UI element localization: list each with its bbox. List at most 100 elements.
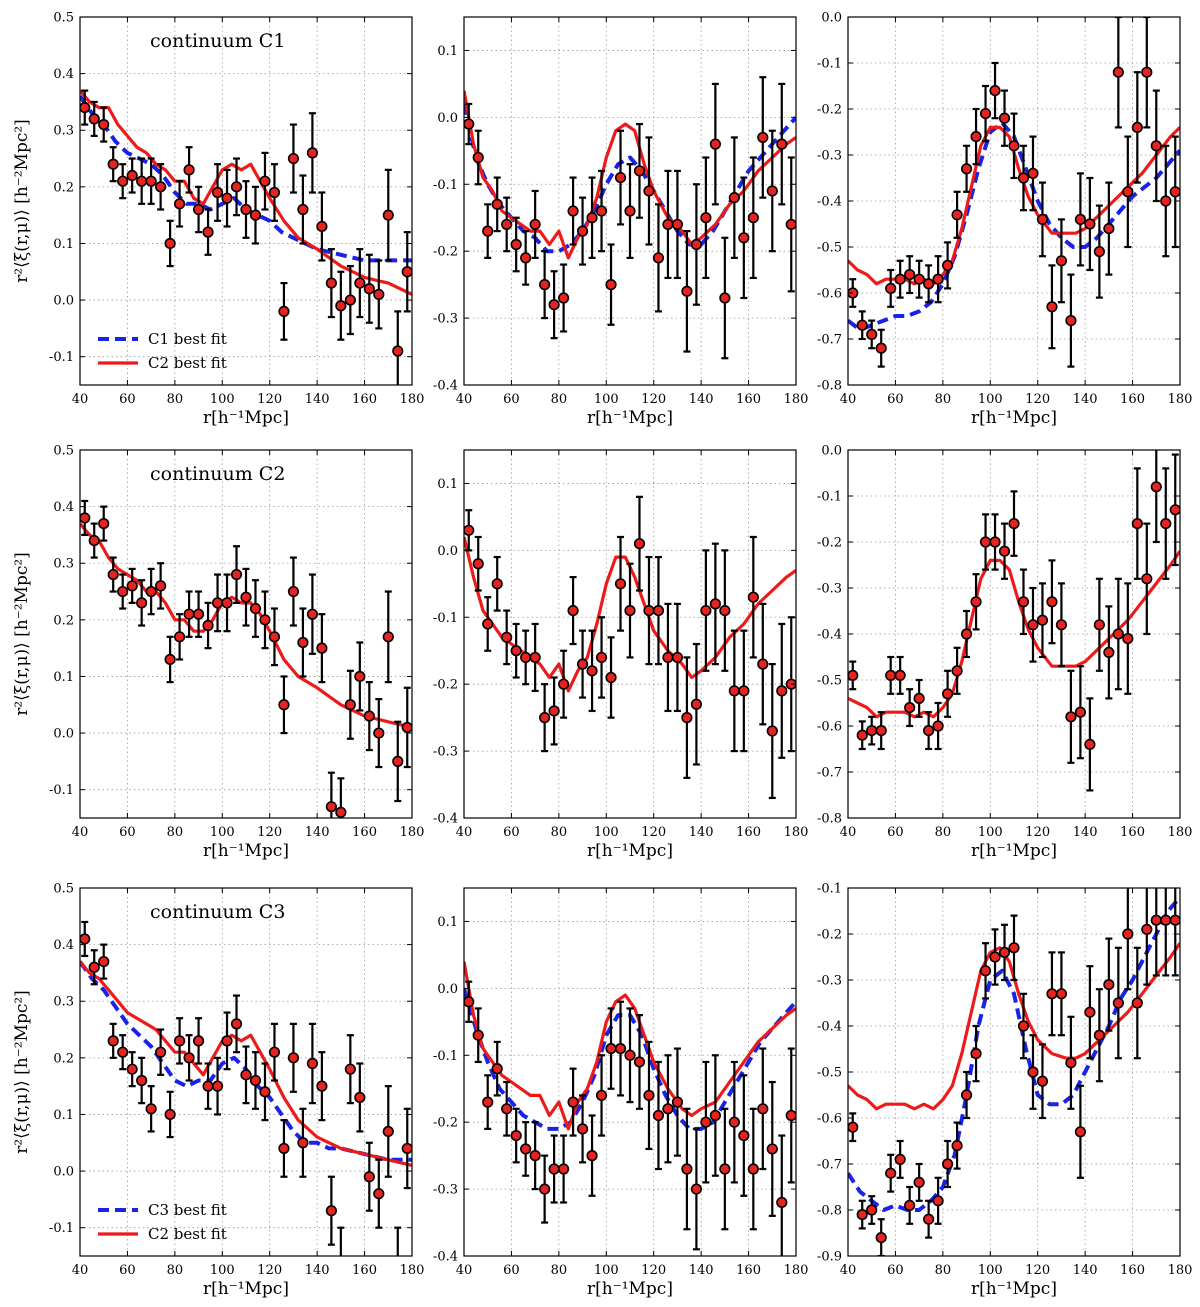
data-point [316,220,328,233]
y-tick-label: 0.5 [53,11,74,26]
data-point [904,701,916,714]
data-point [1008,942,1020,954]
data-point [894,273,906,285]
y-tick-label: 0.4 [53,938,74,953]
x-tick-label: 80 [167,392,184,407]
data-point [662,651,674,664]
data-point [306,147,319,159]
y-tick-label: 0.2 [53,180,74,195]
y-tick-label: 0.3 [53,557,74,572]
data-point [866,328,878,341]
y-tick-label: -0.1 [49,783,74,798]
x-tick-label: 140 [1073,392,1098,407]
data-point [164,653,176,666]
data-point [913,1176,925,1188]
data-point [126,580,138,592]
x-tick-label: 140 [1073,825,1098,840]
x-tick-label: 160 [352,1263,377,1278]
data-point [719,604,731,617]
y-tick-label: 0.3 [53,124,74,139]
legend-label: C2 best fit [148,354,227,372]
data-point [363,1171,375,1183]
data-point [278,1142,290,1155]
data-point [671,218,684,231]
y-tick-label: 0.1 [437,915,458,930]
y-tick-label: -0.7 [817,333,842,348]
data-point [472,151,484,164]
data-point [335,300,347,312]
data-point [1112,997,1124,1009]
data-point [373,727,385,739]
data-point [633,165,646,177]
x-tick-label: 120 [1025,1263,1050,1278]
data-point [576,1123,589,1135]
y-tick-label: 0.0 [437,982,458,997]
data-point [757,658,769,670]
data-point [738,685,750,697]
data-point [287,152,300,165]
data-point [482,1096,494,1108]
data-point [192,203,205,216]
y-tick-label: -0.6 [817,1112,842,1127]
data-point [145,175,157,187]
legend-label: C3 best fit [148,1201,227,1219]
y-tick-label: -0.2 [433,1116,458,1131]
x-tick-label: 60 [503,825,520,840]
data-point [211,1080,224,1092]
data-point [501,631,513,643]
plot-area [80,920,412,1256]
data-point [747,591,759,603]
data-point [344,294,356,306]
data-point [344,1063,356,1075]
x-tick-label: 180 [1168,825,1193,840]
data-point [88,534,100,547]
data-point [107,1035,119,1047]
x-tick-label: 120 [641,1263,666,1278]
x-tick-label: 140 [689,392,714,407]
data-point [766,725,778,737]
data-point [221,597,233,609]
data-point [145,1103,157,1115]
data-point [595,205,608,217]
data-point [567,205,579,217]
data-point [1112,66,1124,78]
data-point [249,602,262,615]
legend-label: C2 best fit [148,1225,227,1243]
y-tick-label: -0.1 [433,1049,458,1064]
data-point [885,669,897,682]
y-tick-label: -0.1 [817,490,842,505]
x-tick-label: 80 [551,392,568,407]
y-tick-label: -0.4 [817,628,842,643]
data-point [382,209,394,221]
data-point [183,1052,195,1064]
data-point [155,580,167,592]
x-axis-label: r[h⁻¹Mpc] [587,408,673,428]
data-point [614,1042,627,1055]
x-tick-label: 40 [456,825,473,840]
data-point [738,232,750,244]
y-tick-label: 0.0 [437,111,458,126]
data-point [382,631,394,643]
data-point [979,107,992,120]
y-tick-label: 0.0 [53,294,74,309]
data-point [1160,914,1172,926]
data-point [960,628,973,640]
data-point [941,1158,954,1170]
y-tick-label: 0.1 [437,44,458,59]
data-point [700,604,712,617]
data-point [297,636,309,649]
data-point [1074,1126,1086,1138]
data-point [80,933,91,945]
x-tick-label: 120 [257,392,282,407]
plot-area [848,450,1180,792]
data-point [278,699,290,711]
data-point [652,1109,665,1122]
data-point [586,665,598,677]
y-tick-label: 0.2 [53,1051,74,1066]
y-tick-label: 0.4 [53,67,74,82]
data-point [738,1129,750,1142]
data-point [287,1052,300,1064]
y-tick-label: -0.2 [817,928,842,943]
chart-panel-7: 40 60 80 100 120 140 160 180 -0.4 -0.3 -0.2 -0.1 0.0… [433,887,808,1299]
x-tick-label: 100 [210,825,235,840]
